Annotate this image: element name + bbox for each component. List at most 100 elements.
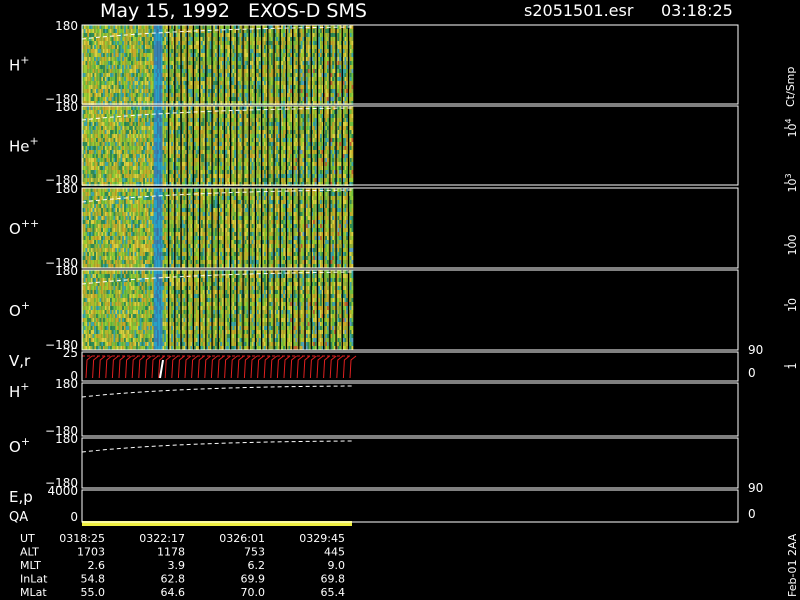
spectrogram-cell xyxy=(174,41,177,45)
spectrogram-cell xyxy=(246,73,249,77)
spectrogram-cell xyxy=(83,162,86,166)
spectrogram-cell xyxy=(106,69,109,73)
spectrogram-cell xyxy=(148,118,151,122)
spectrogram-cell xyxy=(286,37,289,41)
spectrogram-cell xyxy=(227,101,230,105)
spectrogram-cell xyxy=(218,49,221,53)
spectrogram-cell xyxy=(153,45,156,49)
spectrogram-cell xyxy=(159,65,161,69)
spectrogram-cell xyxy=(173,45,175,49)
spectrogram-cell xyxy=(194,65,196,69)
spectrogram-cell xyxy=(185,37,188,41)
data-gap xyxy=(223,25,226,104)
spectrogram-cell xyxy=(150,37,153,41)
spectrogram-cell xyxy=(169,69,172,73)
spectrogram-cell xyxy=(241,93,244,97)
spectrogram-cell xyxy=(213,178,216,182)
spectrogram-cell xyxy=(138,154,140,158)
spectrogram-cell xyxy=(152,146,154,150)
spectrogram-cell xyxy=(218,154,221,158)
spectrogram-cell xyxy=(327,73,329,77)
spectrogram-cell xyxy=(104,106,107,110)
data-gap xyxy=(236,25,238,104)
spectrogram-cell xyxy=(229,49,231,53)
spectrogram-cell xyxy=(243,138,245,142)
spectrogram-cell xyxy=(195,61,198,65)
spectrogram-cell xyxy=(169,142,172,146)
spectrogram-cell xyxy=(146,77,149,81)
spectrogram-cell xyxy=(183,178,186,182)
spectrogram-cell xyxy=(162,29,165,33)
spectrogram-cell xyxy=(162,49,165,53)
spectrogram-cell xyxy=(153,150,156,154)
spectrogram-cell xyxy=(124,45,126,49)
spectrogram-cell xyxy=(209,25,212,29)
spectrogram-cell xyxy=(299,45,301,49)
spectrogram-cell xyxy=(264,45,266,49)
spectrogram-cell xyxy=(307,61,310,65)
spectrogram-cell xyxy=(239,158,242,162)
spectrogram-cell xyxy=(185,65,188,69)
spectrogram-cell xyxy=(85,69,88,73)
spectrogram-cell xyxy=(195,65,198,69)
spectrogram-cell xyxy=(111,138,114,142)
spectrogram-cell xyxy=(276,97,279,101)
spectrogram-cell xyxy=(136,81,139,85)
spectrogram-cell xyxy=(241,49,244,53)
spectrogram-cell xyxy=(138,182,140,186)
spectrogram-cell xyxy=(299,93,301,97)
spectrogram-cell xyxy=(309,101,312,105)
spectrogram-cell xyxy=(297,33,300,37)
spectrogram-cell xyxy=(227,134,230,138)
spectrogram-cell xyxy=(321,41,324,45)
spectrogram-cell xyxy=(124,118,126,122)
spectrogram-cell xyxy=(222,57,224,61)
spectrogram-cell xyxy=(339,85,342,89)
spectrogram-cell xyxy=(164,29,167,33)
spectrogram-cell xyxy=(237,57,240,61)
spectrogram-cell xyxy=(271,61,273,65)
spectrogram-cell xyxy=(213,45,216,49)
spectrogram-cell xyxy=(87,162,90,166)
spectrogram-cell xyxy=(139,61,142,65)
spectrogram-cell xyxy=(271,73,273,77)
spectrogram-cell xyxy=(213,49,216,53)
spectrogram-cell xyxy=(293,73,296,77)
spectrogram-cell xyxy=(195,97,198,101)
spectrogram-cell xyxy=(138,138,140,142)
spectrogram-cell xyxy=(318,85,321,89)
spectrogram-cell xyxy=(103,170,105,174)
spectrogram-cell xyxy=(220,77,223,81)
spectrogram-cell xyxy=(325,33,328,37)
spectrogram-cell xyxy=(174,85,177,89)
spectrogram-cell xyxy=(127,162,130,166)
spectrogram-cell xyxy=(87,142,90,146)
spectrogram-cell xyxy=(162,106,165,110)
spectrogram-cell xyxy=(257,37,259,41)
spectrogram-cell xyxy=(117,33,119,37)
spectrogram-cell xyxy=(83,45,86,49)
spectrogram-cell xyxy=(181,77,184,81)
spectrogram-cell xyxy=(243,41,245,45)
spectrogram-cell xyxy=(155,101,158,105)
spectrogram-cell xyxy=(181,178,184,182)
spectrogram-cell xyxy=(122,93,125,97)
spectrogram-cell xyxy=(299,81,301,85)
spectrogram-cell xyxy=(92,53,95,57)
spectrogram-cell xyxy=(153,174,156,178)
spectrogram-cell xyxy=(89,114,91,118)
spectrogram-cell xyxy=(139,154,142,158)
spectrogram-cell xyxy=(85,146,88,150)
spectrogram-cell xyxy=(139,166,142,170)
spectrogram-cell xyxy=(120,93,123,97)
spectrogram-cell xyxy=(309,65,312,69)
spectrogram-cell xyxy=(157,97,160,101)
spectrogram-cell xyxy=(171,53,174,57)
spectrogram-cell xyxy=(111,170,114,174)
spectrogram-cell xyxy=(176,73,179,77)
spectrogram-cell xyxy=(323,49,326,53)
spectrogram-cell xyxy=(157,134,160,138)
spectrogram-cell xyxy=(145,65,147,69)
spectrogram-cell xyxy=(155,97,158,101)
spectrogram-cell xyxy=(239,170,242,174)
